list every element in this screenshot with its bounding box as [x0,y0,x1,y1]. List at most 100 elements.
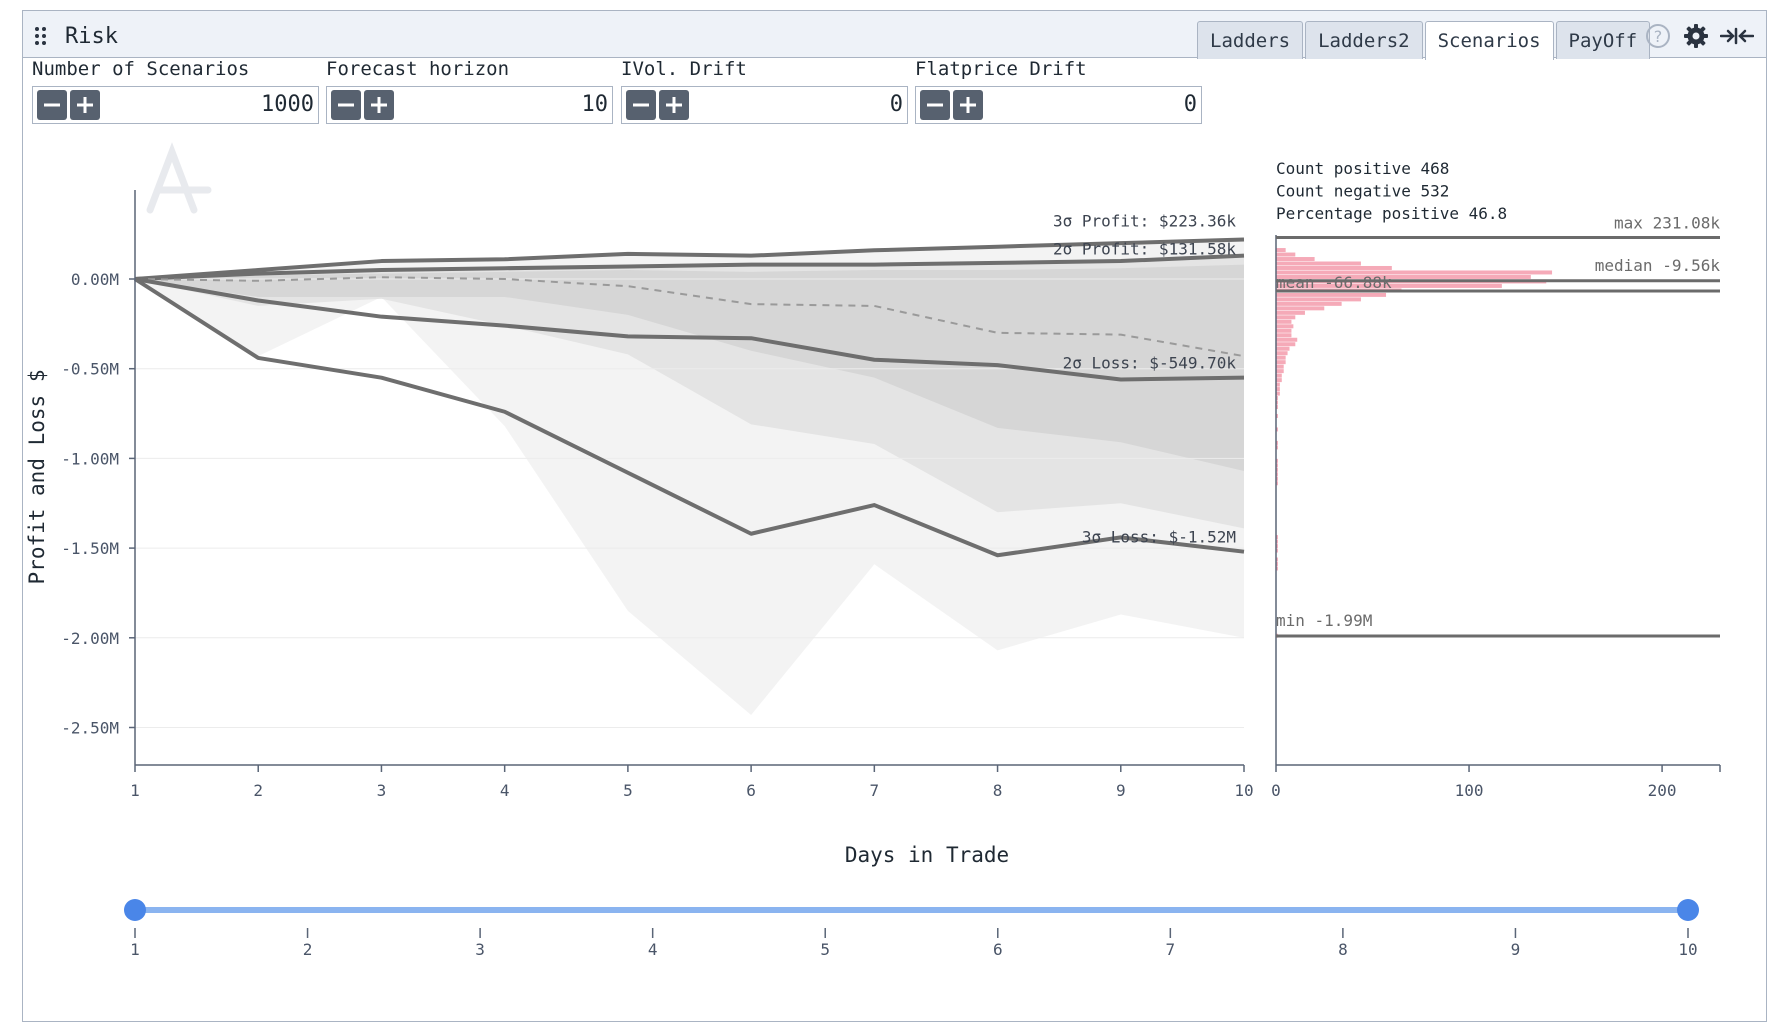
decrement-button[interactable] [920,90,950,120]
ivol-drift-value[interactable]: 0 [889,92,903,117]
y-axis-label: Profit and Loss $ [25,370,49,585]
hist-x-tick-label: 200 [1648,781,1677,800]
x-tick-label: 5 [623,781,633,800]
horizon-value[interactable]: 10 [581,92,609,117]
increment-button[interactable] [659,90,689,120]
x-tick-label: 2 [253,781,263,800]
panel-title: Risk [65,24,118,49]
series-line [134,253,1245,281]
histogram-bar [1276,413,1278,418]
histogram-bar [1276,557,1278,562]
histogram-bar [1276,360,1286,365]
flatprice-drift-label: Flatprice Drift [915,58,1087,80]
plus-icon [960,97,976,113]
tab-bar: Ladders Ladders2 Scenarios PayOff [1197,21,1652,60]
y-tick-label: -1.50M [61,539,119,558]
slider-tick-label: 7 [1166,940,1176,959]
stat-line-label: mean -66.88k [1276,273,1392,292]
histogram-bar [1276,337,1298,342]
slider-tick-label: 3 [475,940,485,959]
increment-button[interactable] [953,90,983,120]
histogram-bar [1276,351,1288,356]
slider-tick-label: 8 [1338,940,1348,959]
y-tick-label: -0.50M [61,360,119,379]
flatprice-drift-value[interactable]: 0 [1183,92,1197,117]
histogram-bar [1276,382,1280,387]
minus-icon [927,103,943,107]
tab-scenarios[interactable]: Scenarios [1424,21,1554,60]
slider-tick-label: 10 [1678,940,1697,959]
increment-button[interactable] [364,90,394,120]
tab-ladders2[interactable]: Ladders2 [1305,21,1423,59]
stat-line-label: max 231.08k [1614,214,1720,233]
histogram-bar [1276,405,1278,410]
series-line [134,277,1245,382]
y-tick-label: -2.00M [61,629,119,648]
stat-line-label: min -1.99M [1276,611,1372,630]
tab-ladders[interactable]: Ladders [1197,21,1304,59]
x-tick-label: 9 [1116,781,1126,800]
histogram-bar [1276,306,1325,311]
panel-header: Risk Ladders Ladders2 Scenarios PayOff ? [23,11,1766,60]
ivol-drift-stepper[interactable]: 0 [621,86,908,124]
help-icon[interactable]: ? [1645,23,1671,53]
decrement-button[interactable] [626,90,656,120]
histogram-bar [1276,373,1282,378]
stats-text: Count negative 532 [1276,182,1449,201]
scenarios-value[interactable]: 1000 [261,92,314,117]
x-tick-label: 7 [870,781,880,800]
scenarios-stepper[interactable]: 1000 [32,86,319,124]
hist-x-tick-label: 0 [1271,781,1281,800]
x-tick-label: 4 [500,781,510,800]
histogram-bar [1276,391,1280,396]
histogram-bar [1276,369,1284,374]
histogram-bar [1276,481,1278,486]
series-label: 3σ Loss: $-1.52M [1082,528,1236,547]
horizon-stepper[interactable]: 10 [326,86,613,124]
stats-text: Count positive 468 [1276,159,1449,178]
histogram-bar [1276,252,1296,257]
histogram-bar [1276,539,1278,544]
histogram-bar [1276,248,1286,253]
decrement-button[interactable] [331,90,361,120]
ivol-drift-field: IVol. Drift 0 [621,58,908,124]
histogram-bar [1276,324,1294,329]
tab-payoff[interactable]: PayOff [1555,21,1651,59]
drag-handle-icon[interactable] [35,27,49,47]
series-line [134,276,1245,358]
x-axis-label: Days in Trade [845,843,1009,867]
slider-handle-end[interactable] [1677,899,1699,921]
histogram-bar [1276,297,1361,302]
histogram-bar [1276,445,1278,450]
histogram-bar [1276,387,1280,392]
histogram-bar [1276,283,1502,288]
histogram-bar [1276,301,1342,306]
series-label: 2σ Loss: $-549.70k [1063,354,1237,373]
slider-handle-start[interactable] [124,899,146,921]
flatprice-drift-stepper[interactable]: 0 [915,86,1202,124]
scenarios-label: Number of Scenarios [32,58,250,80]
series-line [134,237,1245,281]
series-line [133,277,1245,558]
svg-text:?: ? [1654,27,1663,46]
histogram-bar [1276,364,1284,369]
x-tick-label: 3 [377,781,387,800]
collapse-icon[interactable] [1719,23,1755,53]
slider-tick-label: 9 [1511,940,1521,959]
decrement-button[interactable] [37,90,67,120]
histogram-bar [1276,261,1361,266]
risk-panel: Risk Ladders Ladders2 Scenarios PayOff ? [22,10,1767,1022]
slider-tick-label: 5 [820,940,830,959]
plus-icon [371,97,387,113]
hist-x-tick-label: 100 [1455,781,1484,800]
ivol-drift-label: IVol. Drift [621,58,747,80]
histogram-bar [1276,319,1292,324]
x-tick-label: 6 [746,781,756,800]
increment-button[interactable] [70,90,100,120]
histogram-bar [1276,562,1278,566]
gear-icon[interactable] [1683,23,1709,53]
histogram-bar [1276,355,1286,360]
histogram-bar [1276,378,1282,383]
histogram-bar [1276,265,1392,270]
plus-icon [666,97,682,113]
